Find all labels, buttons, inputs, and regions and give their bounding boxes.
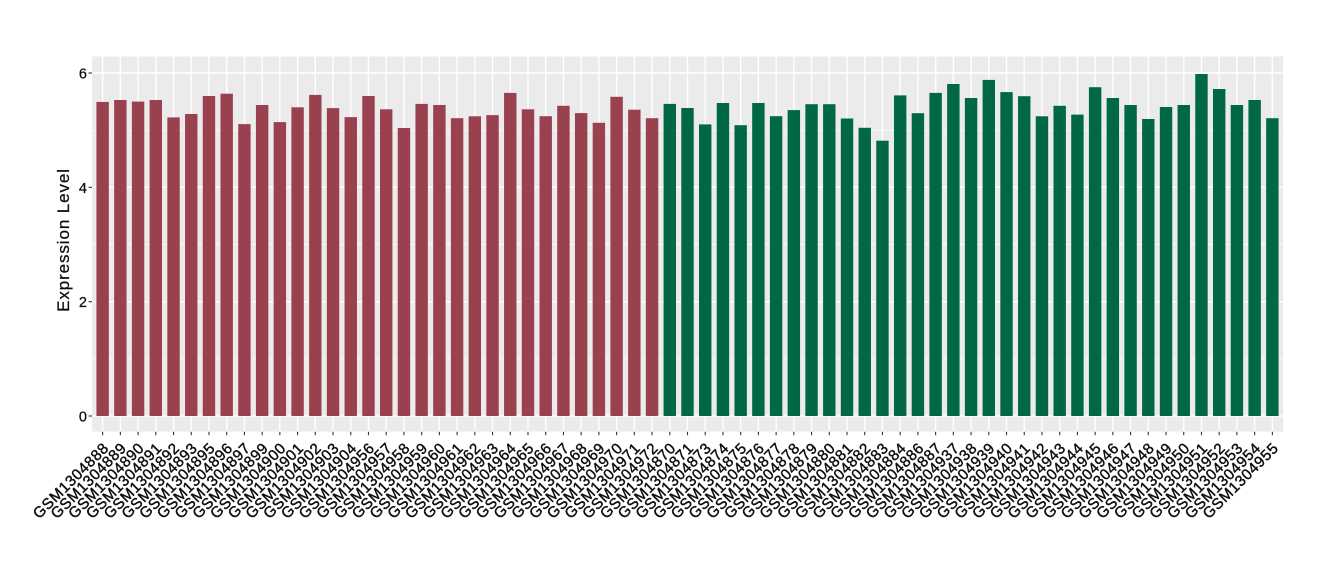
svg-text:0: 0 [79, 410, 87, 426]
svg-text:2: 2 [79, 295, 87, 311]
svg-text:Expression Level: Expression Level [54, 168, 73, 312]
svg-text:4: 4 [79, 181, 87, 197]
svg-text:6: 6 [79, 67, 87, 83]
